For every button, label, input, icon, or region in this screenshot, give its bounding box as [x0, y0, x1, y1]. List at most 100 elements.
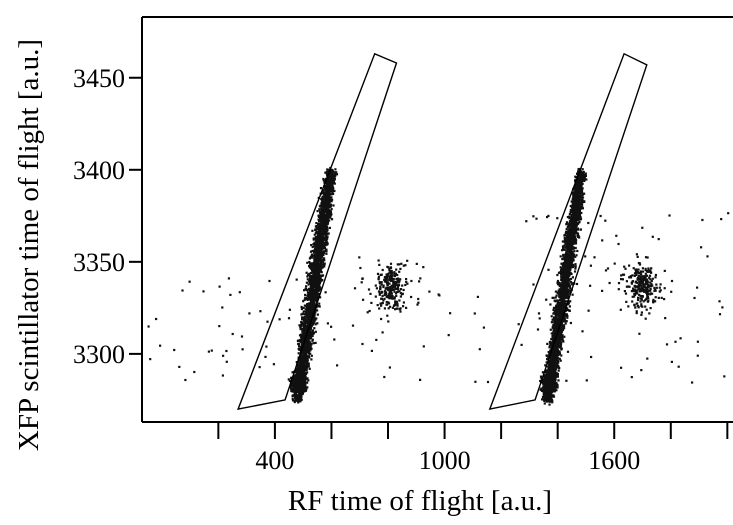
data-point-4065 [558, 299, 561, 302]
data-point-1841 [299, 333, 303, 336]
data-point-2266 [316, 243, 319, 246]
data-point-1550 [301, 351, 304, 354]
data-point-2250 [300, 324, 303, 327]
data-point-2059 [310, 343, 313, 346]
data-point-4348 [559, 359, 562, 362]
data-point-2342 [329, 176, 332, 179]
data-point-2518 [321, 260, 324, 263]
data-point-2953 [300, 385, 303, 388]
data-point-576 [313, 233, 316, 236]
data-point-4817 [560, 286, 563, 290]
data-point-2135 [319, 210, 322, 213]
data-point-2946 [287, 378, 290, 381]
data-point-1903 [326, 229, 329, 232]
data-point-1977 [313, 245, 316, 248]
data-point-2041 [302, 336, 305, 339]
data-point-2428 [313, 249, 316, 252]
data-point-4719 [557, 353, 560, 357]
data-point-2086 [322, 203, 325, 206]
data-point-171 [314, 299, 317, 302]
data-point-4899 [570, 215, 573, 218]
data-point-2587 [320, 214, 323, 217]
data-point-2988 [294, 380, 297, 383]
data-point-1954 [334, 168, 337, 171]
data-point-1661 [313, 304, 316, 307]
data-point-496 [330, 203, 333, 206]
data-point-4223 [555, 321, 558, 325]
data-point-2257 [297, 395, 300, 398]
data-point-2971 [299, 375, 302, 378]
data-point-4797 [560, 289, 563, 292]
data-point-2516 [301, 391, 304, 395]
data-point-3618 [576, 233, 580, 236]
data-point-1800 [302, 347, 305, 350]
data-point-4992 [581, 200, 584, 203]
data-point-724 [329, 209, 332, 213]
data-point-2980 [296, 382, 299, 385]
data-point-2050 [301, 369, 304, 372]
data-point-2463 [300, 357, 303, 360]
data-point-666 [310, 325, 313, 328]
data-point-4890 [546, 358, 549, 361]
data-point-2412 [330, 168, 333, 171]
data-point-1392 [298, 339, 301, 342]
data-point-2596 [302, 363, 305, 366]
data-point-4543 [562, 304, 566, 307]
data-point-1433 [320, 279, 324, 282]
data-point-1086 [298, 345, 301, 348]
data-point-2029 [329, 196, 332, 199]
data-point-2526 [308, 281, 311, 284]
data-point-2444 [329, 205, 332, 208]
data-point-2968 [296, 377, 299, 380]
data-point-2556 [299, 392, 303, 395]
data-point-1743 [328, 175, 331, 178]
data-point-4801 [571, 212, 575, 215]
data-point-1869 [329, 211, 332, 214]
data-point-1995 [303, 361, 306, 364]
data-point-2470 [318, 226, 321, 229]
data-point-4171 [559, 296, 562, 299]
data-point-2456 [317, 272, 320, 275]
data-point-2363 [312, 289, 315, 292]
data-point-2477 [318, 219, 321, 223]
data-point-3527 [561, 300, 564, 303]
data-point-2976 [292, 375, 295, 378]
data-point-2969 [295, 389, 298, 392]
data-point-289 [323, 259, 326, 262]
data-point-1721 [322, 179, 325, 182]
data-point-2584 [310, 334, 314, 337]
data-point-4924 [561, 285, 565, 288]
data-point-1106 [331, 198, 334, 201]
data-point-1777 [309, 263, 312, 266]
data-point-2938 [289, 385, 292, 388]
data-point-1780 [323, 237, 326, 240]
data-point-4196 [562, 320, 565, 323]
data-point-2394 [308, 345, 311, 348]
data-point-2540 [297, 401, 300, 404]
data-point-2441 [322, 212, 325, 215]
data-point-1146 [313, 313, 316, 316]
data-point-3045 [541, 398, 544, 401]
data-point-2228 [306, 355, 309, 358]
data-point-264 [303, 298, 306, 301]
data-point-3591 [571, 237, 574, 240]
data-point-2395 [310, 291, 313, 294]
data-point-1398 [316, 292, 319, 295]
data-point-4858 [574, 212, 577, 215]
data-point-2417 [299, 370, 302, 373]
data-point-927 [318, 285, 321, 288]
data-point-2821 [292, 381, 295, 384]
data-point-4276 [574, 241, 577, 244]
data-point-1207 [318, 214, 321, 217]
data-point-3594 [568, 292, 571, 295]
data-point-2915 [300, 378, 303, 382]
data-point-2503 [303, 356, 306, 359]
data-point-4269 [541, 396, 545, 399]
data-point-2478 [298, 395, 301, 398]
data-point-2427 [316, 250, 319, 253]
data-point-2319 [291, 397, 294, 400]
data-point-1621 [295, 361, 298, 364]
data-point-1512 [310, 244, 313, 247]
data-point-2975 [293, 386, 296, 389]
data-point-2377 [307, 362, 310, 365]
